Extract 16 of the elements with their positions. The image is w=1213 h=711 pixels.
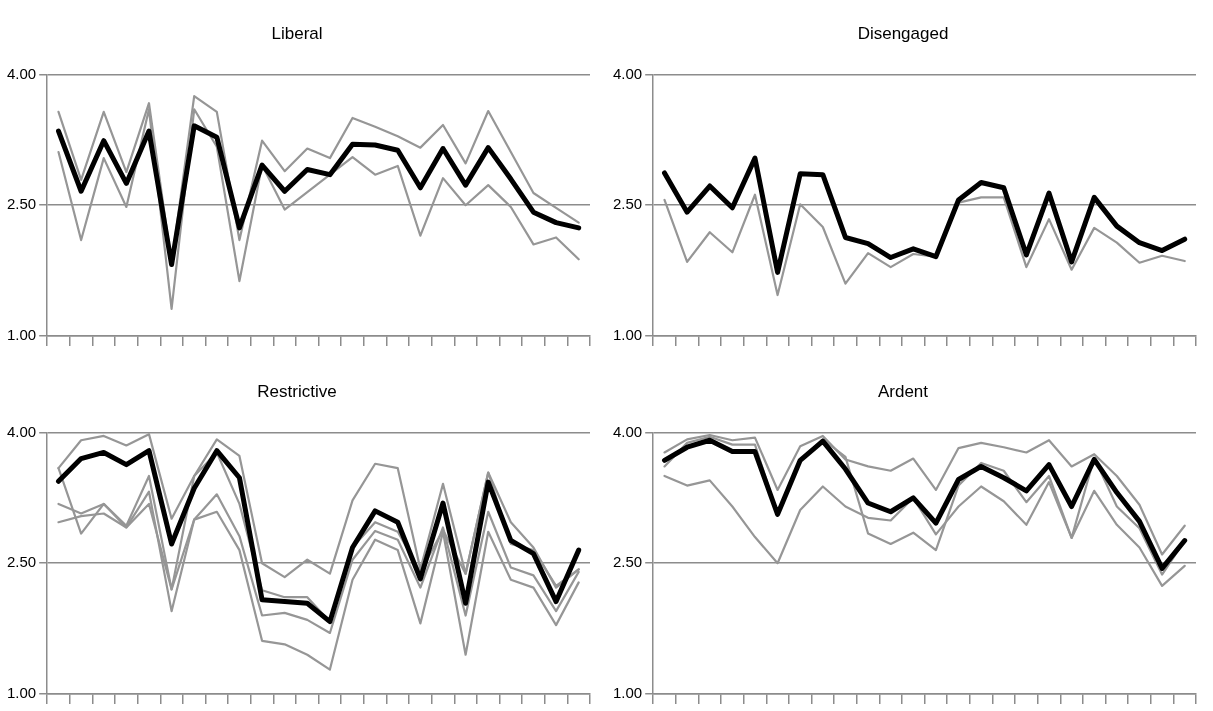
y-tick-label: 1.00: [6, 684, 37, 702]
y-tick-label: 2.50: [6, 553, 37, 571]
y-tick-label: 4.00: [612, 64, 643, 82]
y-tick-label: 1.00: [612, 326, 643, 344]
chart-title: Liberal: [271, 23, 323, 43]
y-tick-label: 4.00: [6, 64, 37, 82]
y-tick-label: 4.00: [612, 422, 643, 440]
y-tick-label: 2.50: [612, 195, 643, 213]
y-tick-label: 1.00: [612, 684, 643, 702]
chart-title: Disengaged: [857, 23, 949, 43]
chart-title: Ardent: [877, 381, 929, 401]
y-tick-label: 2.50: [6, 195, 37, 213]
y-tick-label: 2.50: [612, 553, 643, 571]
y-tick-label: 4.00: [6, 422, 37, 440]
y-tick-label: 1.00: [6, 326, 37, 344]
chart-title: Restrictive: [257, 381, 337, 401]
